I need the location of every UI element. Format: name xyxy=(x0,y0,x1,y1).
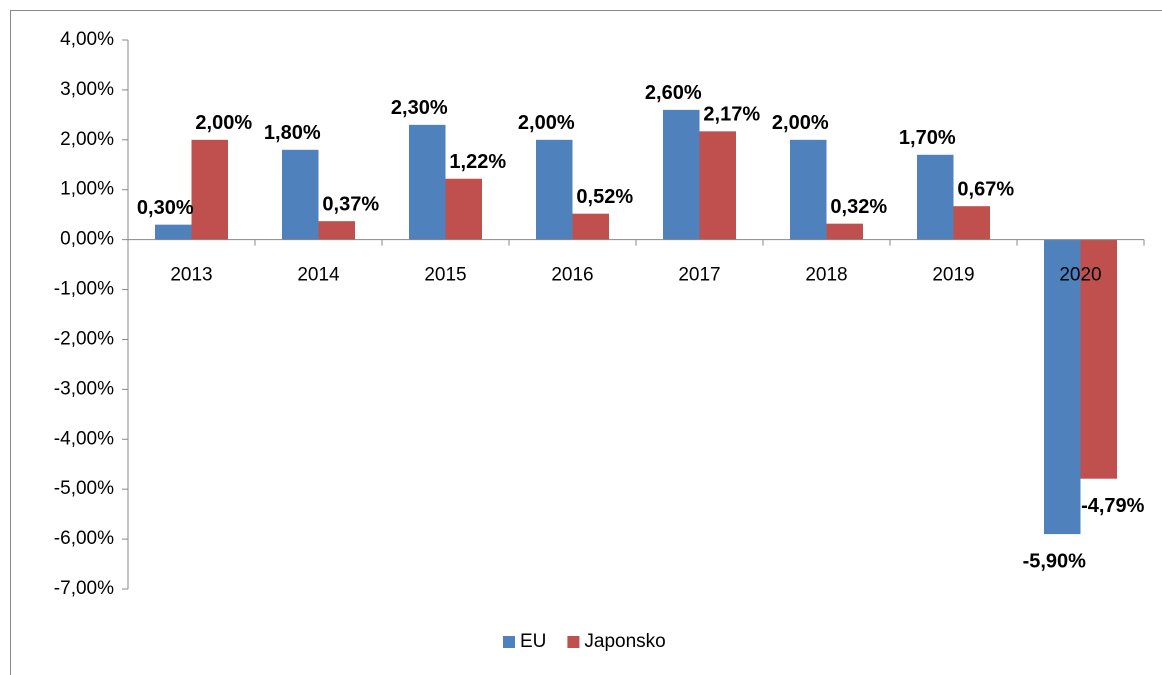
data-label: 0,67% xyxy=(957,178,1014,200)
x-tick-label: 2017 xyxy=(678,265,720,286)
y-tick-label: -6,00% xyxy=(54,528,114,549)
data-label: 2,17% xyxy=(703,104,760,126)
chart-frame xyxy=(10,10,1162,675)
y-tick-label: 4,00% xyxy=(60,29,114,50)
bar xyxy=(953,206,990,240)
bar xyxy=(790,139,827,240)
data-label: 1,70% xyxy=(899,127,956,149)
x-tick-label: 2013 xyxy=(170,265,212,286)
x-tick-label: 2015 xyxy=(424,265,466,286)
bar xyxy=(1080,239,1117,479)
x-tick-label: 2014 xyxy=(297,265,340,286)
x-tick-label: 2016 xyxy=(551,265,593,286)
bar xyxy=(409,124,446,240)
legend-swatch xyxy=(503,636,515,648)
data-label: 0,52% xyxy=(576,186,633,208)
data-label: 2,30% xyxy=(391,97,448,119)
bar xyxy=(282,149,319,240)
data-label: 1,22% xyxy=(449,151,506,173)
bar xyxy=(445,178,482,240)
x-tick-label: 2019 xyxy=(932,265,974,286)
data-label: 2,00% xyxy=(518,112,575,134)
bar xyxy=(699,131,736,240)
x-tick-label: 2020 xyxy=(1059,265,1101,286)
y-tick-label: 0,00% xyxy=(60,229,114,250)
bar xyxy=(318,221,355,240)
bar xyxy=(1044,239,1081,535)
y-tick-label: -1,00% xyxy=(54,279,114,300)
data-label: 0,30% xyxy=(137,197,194,219)
bar xyxy=(826,223,863,240)
legend-swatch xyxy=(567,636,580,648)
x-tick-label: 2018 xyxy=(805,265,847,286)
y-tick-label: -5,00% xyxy=(54,478,114,499)
bar xyxy=(155,224,192,240)
y-tick-label: -4,00% xyxy=(54,428,114,449)
data-label: 1,80% xyxy=(264,122,321,144)
data-label: -4,79% xyxy=(1081,495,1145,517)
bar xyxy=(917,154,954,240)
data-label: 0,37% xyxy=(322,193,379,215)
y-tick-label: -7,00% xyxy=(54,578,114,599)
legend-label: EU xyxy=(520,631,546,652)
y-tick-label: 2,00% xyxy=(60,129,114,150)
data-label: -5,90% xyxy=(1023,550,1087,572)
data-label: 2,00% xyxy=(195,112,252,134)
y-tick-label: 1,00% xyxy=(60,179,114,200)
bar xyxy=(191,139,228,240)
bar xyxy=(572,213,609,240)
data-label: 2,00% xyxy=(772,112,829,134)
data-label: 2,60% xyxy=(645,82,702,104)
y-tick-label: 3,00% xyxy=(60,79,114,100)
y-tick-label: -3,00% xyxy=(54,378,114,399)
bar xyxy=(663,109,700,240)
bar xyxy=(536,139,573,240)
y-tick-label: -2,00% xyxy=(54,328,114,349)
legend-label: Japonsko xyxy=(584,631,665,652)
data-label: 0,32% xyxy=(830,196,887,218)
